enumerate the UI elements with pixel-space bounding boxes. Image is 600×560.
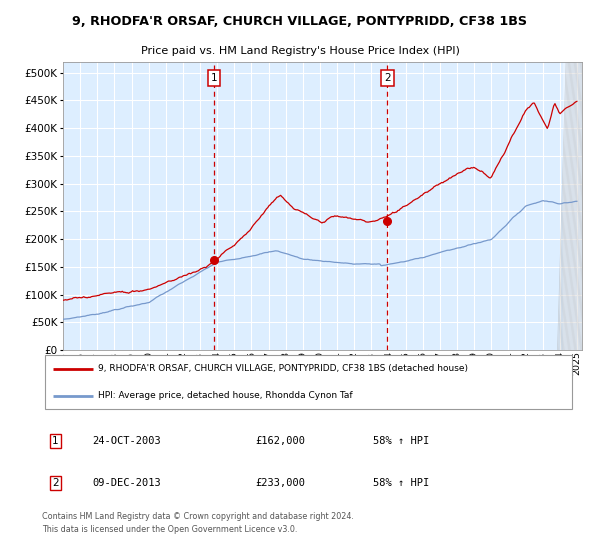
Text: 09-DEC-2013: 09-DEC-2013	[93, 478, 161, 488]
Text: 1: 1	[52, 436, 59, 446]
Text: Contains HM Land Registry data © Crown copyright and database right 2024.
This d: Contains HM Land Registry data © Crown c…	[42, 512, 354, 534]
Text: 1: 1	[211, 73, 217, 83]
Text: HPI: Average price, detached house, Rhondda Cynon Taf: HPI: Average price, detached house, Rhon…	[98, 391, 353, 400]
Text: 9, RHODFA'R ORSAF, CHURCH VILLAGE, PONTYPRIDD, CF38 1BS: 9, RHODFA'R ORSAF, CHURCH VILLAGE, PONTY…	[73, 15, 527, 28]
Text: 9, RHODFA'R ORSAF, CHURCH VILLAGE, PONTYPRIDD, CF38 1BS (detached house): 9, RHODFA'R ORSAF, CHURCH VILLAGE, PONTY…	[98, 364, 468, 373]
FancyBboxPatch shape	[44, 355, 572, 409]
Text: 58% ↑ HPI: 58% ↑ HPI	[373, 436, 430, 446]
Text: 2: 2	[52, 478, 59, 488]
Text: £162,000: £162,000	[256, 436, 305, 446]
Text: 2: 2	[384, 73, 391, 83]
Text: Price paid vs. HM Land Registry's House Price Index (HPI): Price paid vs. HM Land Registry's House …	[140, 46, 460, 57]
Text: £233,000: £233,000	[256, 478, 305, 488]
Text: 24-OCT-2003: 24-OCT-2003	[93, 436, 161, 446]
Text: 58% ↑ HPI: 58% ↑ HPI	[373, 478, 430, 488]
Bar	[563, 62, 582, 350]
